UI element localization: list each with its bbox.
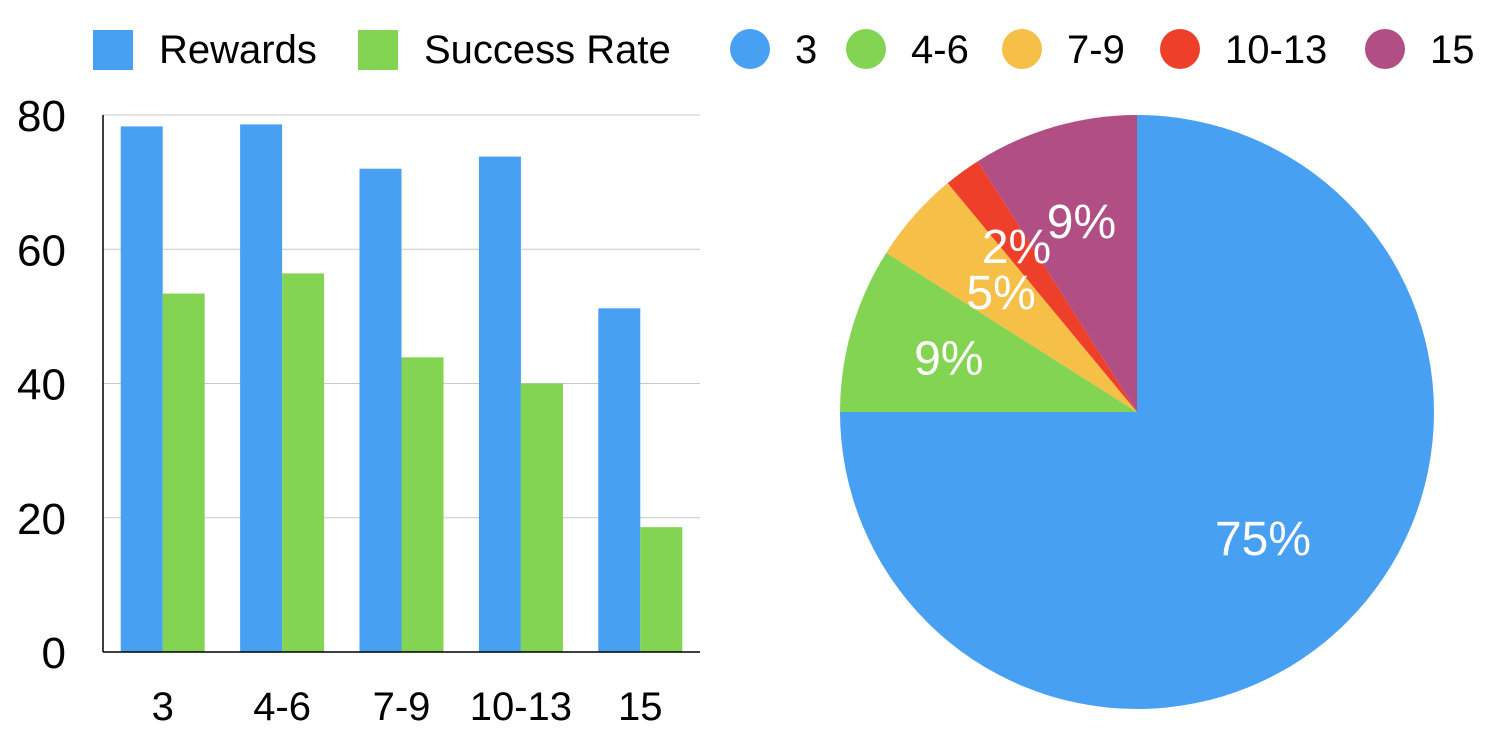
bar-success-rate-3: [162, 293, 205, 652]
x-tick-label-3: 3: [152, 685, 174, 729]
legend-dot-15: [1365, 29, 1405, 69]
legend-label-rewards: Rewards: [159, 28, 317, 72]
x-tick-label-15: 15: [618, 685, 663, 729]
legend-swatch-success-rate: [358, 30, 398, 70]
bar-chart-bars: [120, 124, 683, 652]
bar-success-rate-4-6: [282, 273, 325, 652]
x-tick-label-4-6: 4-6: [253, 685, 311, 729]
bar-chart-y-ticks: 0 20 40 60 80: [17, 92, 66, 678]
legend-dot-3: [730, 29, 770, 69]
bar-rewards-3: [120, 126, 163, 652]
bar-rewards-7-9: [359, 168, 402, 652]
pie-legend-label-4-6: 4-6: [911, 28, 969, 72]
pie-label-15: 9%: [1047, 196, 1116, 249]
pie-chart-labels: 75%9%5%2%9%: [914, 196, 1311, 566]
pie-label-10-13: 2%: [982, 221, 1051, 274]
pie-chart-legend: 3 4-6 7-9 10-13 15: [730, 28, 1475, 72]
pie-slice-4-6: [840, 252, 1137, 412]
bar-chart: 0 20 40 60 80 3 4-6 7-9 10-13 15: [17, 92, 700, 729]
pie-legend-label-15: 15: [1430, 28, 1475, 72]
x-tick-label-7-9: 7-9: [373, 685, 431, 729]
pie-slice-15: [977, 115, 1137, 412]
pie-label-4-6: 9%: [914, 332, 983, 385]
pie-legend-label-10-13: 10-13: [1225, 28, 1327, 72]
legend-label-success-rate: Success Rate: [424, 28, 671, 72]
pie-legend-label-7-9: 7-9: [1067, 28, 1125, 72]
bar-chart-axes: [102, 115, 700, 653]
legend-dot-4-6: [846, 29, 886, 69]
bar-rewards-10-13: [478, 156, 521, 652]
pie-slice-7-9: [886, 183, 1137, 412]
bar-rewards-15: [598, 308, 641, 652]
pie-chart-slices: [840, 115, 1434, 709]
bar-success-rate-15: [640, 527, 683, 652]
bar-success-rate-10-13: [520, 383, 563, 652]
pie-label-3: 75%: [1215, 513, 1311, 566]
pie-slice-10-13: [947, 161, 1137, 412]
pie-label-7-9: 5%: [966, 267, 1035, 320]
bar-chart-legend: Rewards Success Rate: [93, 28, 671, 72]
legend-dot-7-9: [1002, 29, 1042, 69]
legend-swatch-rewards: [93, 30, 133, 70]
pie-chart: 75%9%5%2%9%: [840, 115, 1434, 709]
pie-legend-label-3: 3: [795, 28, 817, 72]
y-tick-label-20: 20: [17, 495, 66, 544]
x-tick-label-10-13: 10-13: [470, 685, 572, 729]
bar-success-rate-7-9: [401, 357, 444, 652]
bar-chart-x-ticks: 3 4-6 7-9 10-13 15: [152, 685, 663, 729]
bar-rewards-4-6: [240, 124, 283, 652]
y-tick-label-80: 80: [17, 92, 66, 141]
y-tick-label-0: 0: [42, 629, 66, 678]
y-tick-label-40: 40: [17, 361, 66, 410]
legend-dot-10-13: [1160, 29, 1200, 69]
y-tick-label-60: 60: [17, 226, 66, 275]
